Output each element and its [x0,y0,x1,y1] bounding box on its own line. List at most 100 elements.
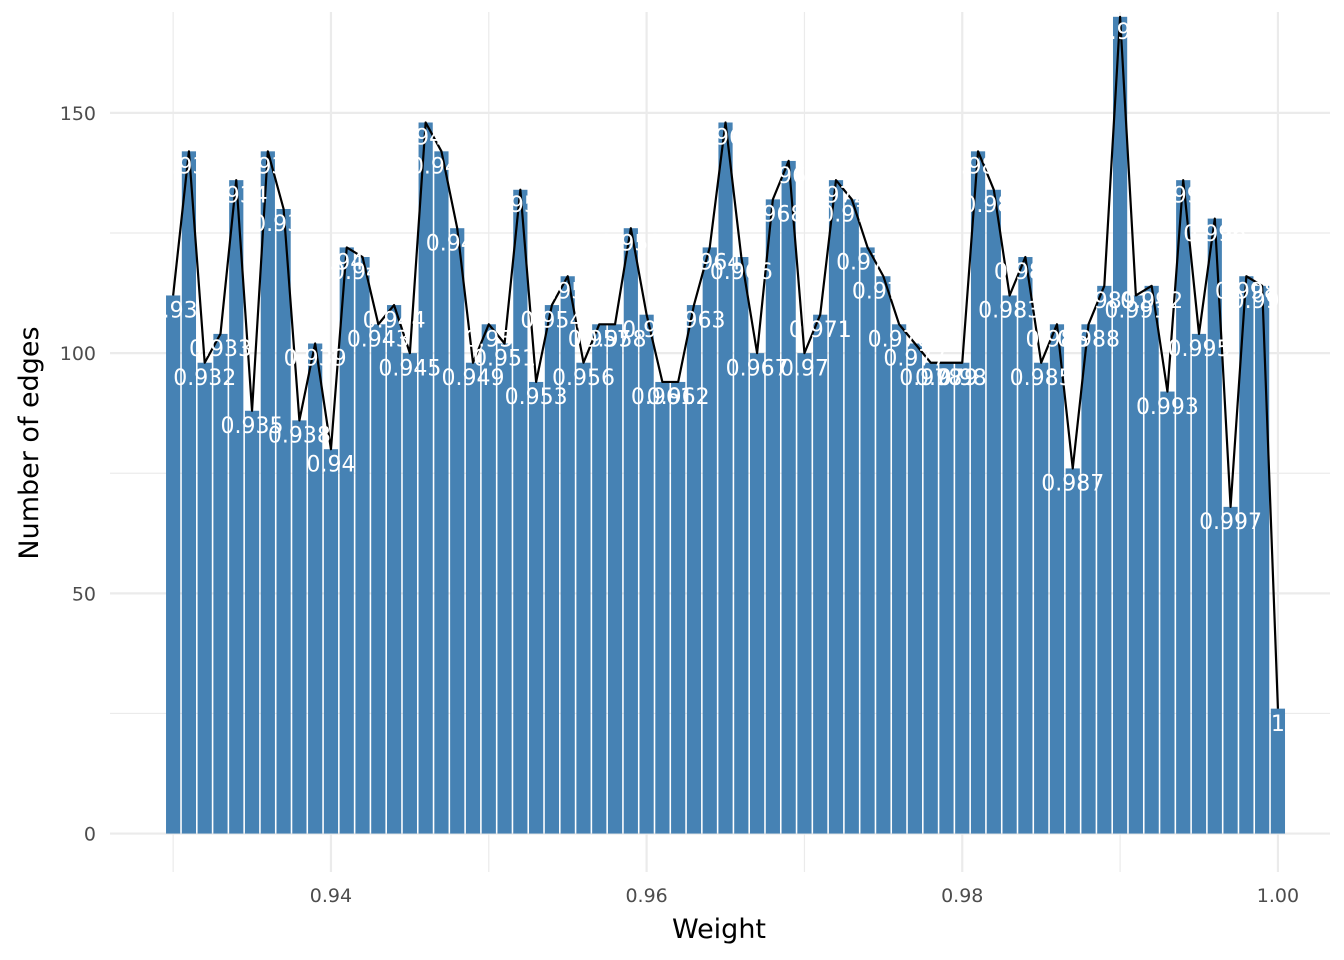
bar-value-label: 0.971 [789,318,852,343]
bar-value-label: 0.989 [1073,289,1136,314]
bar-value-label: 0.991 [1104,299,1167,324]
bar [260,151,275,834]
bar [544,305,560,834]
bar-value-label: 0.972 [805,183,868,208]
bar [371,324,386,834]
bar-value-label: 0.997 [1199,510,1262,535]
bar [402,353,417,834]
bar-value-label: 0.932 [173,366,236,391]
bar-value-label: 0.943 [347,327,410,352]
bar-value-label: 0.96 [622,318,671,343]
bar [655,381,670,834]
bar-value-label: 0.974 [836,251,899,276]
bar [465,362,481,834]
bar [828,180,844,834]
bar [1018,257,1033,834]
bar-value-label: 0.993 [1136,395,1199,420]
bar [686,305,702,834]
bar [639,314,654,834]
bar-value-label: 0.981 [947,155,1010,180]
bar [844,199,859,834]
bar-value-label: 0.962 [647,385,710,410]
bar [576,362,591,834]
bar-value-label: 0.94 [306,452,355,477]
bar-value-label: 0.967 [726,356,789,381]
bar [607,324,623,834]
bar [529,381,544,834]
bar [229,180,244,834]
bar-value-label: 0.999 [1231,289,1294,314]
bar-value-label: 0.948 [426,231,489,256]
bar-value-label: 0.944 [363,308,426,333]
bar [1239,276,1254,834]
bar-value-label: 0.966 [710,260,773,285]
bar [1270,708,1286,834]
bar [339,247,354,834]
bar [1002,295,1017,834]
bar-value-label: 0.977 [883,347,946,372]
bar-value-label: 0.987 [1041,472,1104,497]
bar [276,208,291,834]
bar-value-label: 0.99 [1096,20,1145,45]
bar [418,122,433,834]
bar [813,314,828,834]
bars [166,16,1286,834]
x-axis-ticks: 0.94 0.96 0.98 1.00 [310,885,1299,907]
bar-value-label: 0.939 [284,347,347,372]
count-line-path [172,15,1280,709]
bar-value-label: 0.945 [378,356,441,381]
bar-value-label: 0.988 [1057,327,1120,352]
bar-value-label: 0.937 [252,212,315,237]
bar-value-label: 0.95 [464,327,513,352]
bar [939,362,954,834]
y-tick-label: 100 [60,343,96,365]
bar [308,343,323,834]
y-tick-label: 150 [60,103,96,125]
bar [765,199,780,834]
bar-value-label: 0.995 [1168,337,1231,362]
bar-value-label: 0.985 [1010,366,1073,391]
bar [1049,324,1065,834]
count-line [172,15,1280,709]
bar-value-label: 0.983 [978,299,1041,324]
bar-value-label: 0.973 [820,203,883,228]
y-axis-title: Number of edges [14,326,45,559]
bar-value-label: 0.931 [157,155,220,180]
x-tick-label: 1.00 [1257,885,1299,907]
bar [1223,506,1238,834]
bar [181,151,197,834]
bar-value-label: 0.93 [149,299,198,324]
bar-value-label: 0.951 [473,347,536,372]
bar [1255,285,1270,834]
x-axis-title: Weight [672,914,766,945]
bar-value-label: 0.933 [189,337,252,362]
bar-value-label: 0.984 [994,260,1057,285]
bar [718,122,733,834]
bar [323,449,339,834]
bar-labels: 0.930.9310.9320.9330.9340.9350.9360.9370… [149,20,1294,737]
bar [907,343,923,834]
bar-value-label: 0.955 [536,279,599,304]
bar-value-label: 0.986 [1025,327,1088,352]
bar-value-label: 0.978 [899,366,962,391]
bar-value-label: 0.98 [938,366,987,391]
bar [797,353,812,834]
bar-value-label: 0.953 [505,385,568,410]
bar [1065,468,1080,834]
bar [450,228,465,834]
bar [1144,285,1159,834]
bar [166,295,181,834]
y-tick-label: 50 [72,583,96,605]
bar [355,257,370,834]
bar-value-label: 0.946 [394,126,457,151]
bar-value-label: 0.969 [757,164,820,189]
bar [386,305,402,834]
x-tick-label: 0.96 [625,885,667,907]
bar-value-label: 0.958 [584,327,647,352]
bar [1128,295,1143,834]
bar [513,189,528,834]
x-tick-label: 0.98 [941,885,983,907]
y-tick-label: 0 [84,824,96,846]
bar [1191,333,1207,834]
